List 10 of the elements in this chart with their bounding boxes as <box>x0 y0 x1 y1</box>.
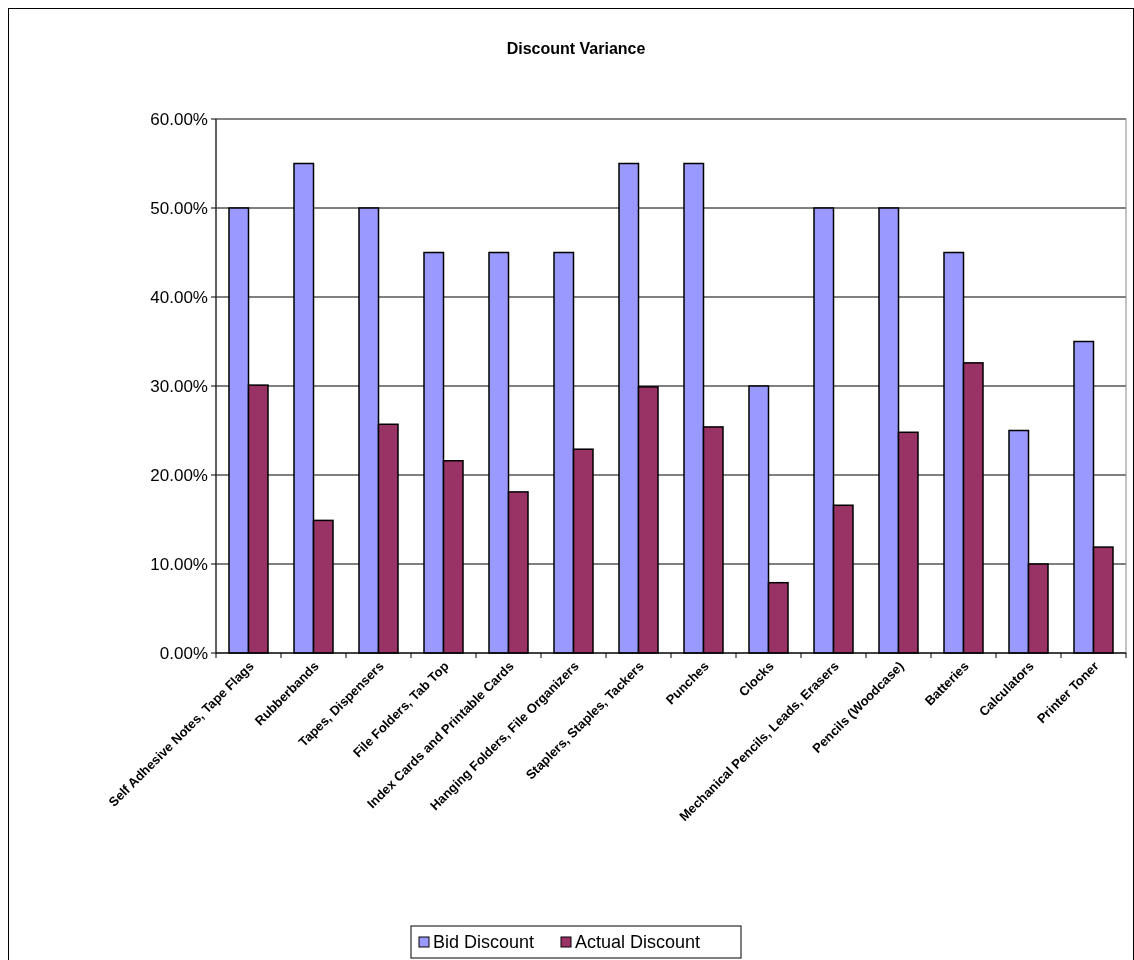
y-tick-label: 50.00% <box>150 198 208 218</box>
y-tick-label: 10.00% <box>150 554 208 574</box>
y-tick-label: 20.00% <box>150 465 208 485</box>
y-tick-label: 0.00% <box>159 643 208 663</box>
legend-label: Actual Discount <box>575 932 701 953</box>
legend-label: Bid Discount <box>433 932 535 953</box>
y-tick-label: 30.00% <box>150 376 208 396</box>
chart-title: Discount Variance <box>506 40 646 57</box>
y-tick-label: 40.00% <box>150 287 208 307</box>
y-tick-label: 60.00% <box>150 109 208 129</box>
